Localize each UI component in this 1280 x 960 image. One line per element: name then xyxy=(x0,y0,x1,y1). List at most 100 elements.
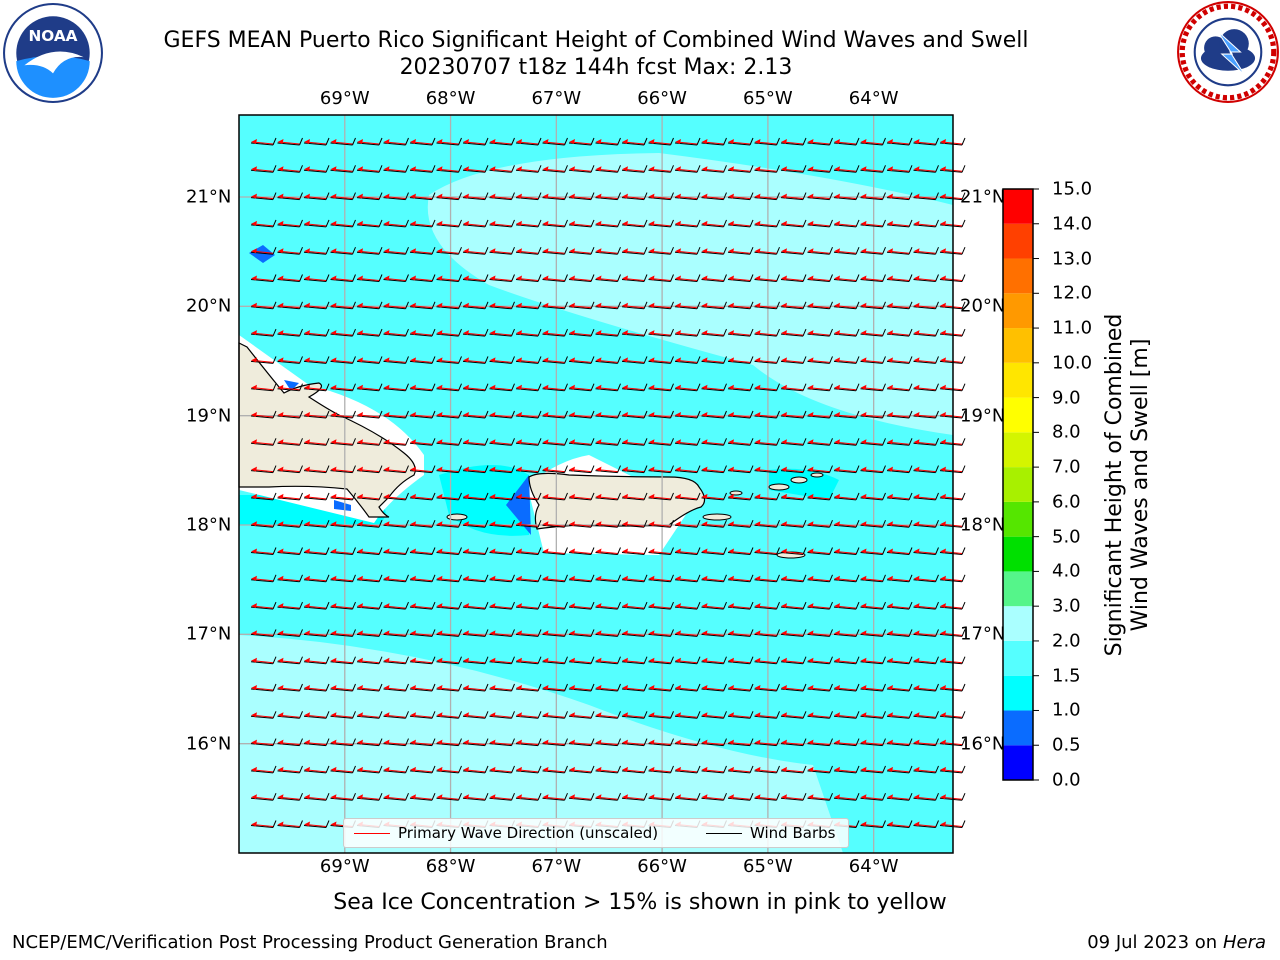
wind-barb-flag xyxy=(564,547,568,555)
wave-direction-arrowhead xyxy=(569,248,575,254)
wave-direction-arrowhead xyxy=(595,575,602,581)
wave-direction-arrow xyxy=(385,278,406,281)
wind-barb-flag xyxy=(537,247,542,255)
wave-direction-arrow xyxy=(358,414,380,418)
wind-barb-flag xyxy=(749,219,754,228)
wave-direction-arrowhead xyxy=(542,166,549,172)
wind-barb-flag xyxy=(325,547,330,555)
wind-barb-flag xyxy=(908,137,913,146)
wind-barb-flag xyxy=(325,137,330,146)
wind-barb-flag xyxy=(431,438,436,446)
wave-direction-arrow xyxy=(279,196,300,200)
wave-direction-arrow xyxy=(491,196,512,200)
wave-direction-arrowhead xyxy=(436,166,443,172)
wind-barb-flag xyxy=(564,328,568,337)
wind-barb-flag xyxy=(590,465,595,473)
wave-direction-arrowhead xyxy=(648,248,655,254)
wave-direction-arrowhead xyxy=(622,439,628,445)
wave-direction-arrow xyxy=(491,332,512,336)
wave-direction-arrow xyxy=(252,332,274,336)
wave-direction-arrowhead xyxy=(542,248,549,254)
wave-direction-arrowhead xyxy=(251,439,257,445)
wave-direction-arrowhead xyxy=(648,302,655,308)
wave-direction-arrow xyxy=(491,223,512,227)
chart-subtitle: 20230707 t18z 144h fcst Max: 2.13 xyxy=(399,55,793,80)
wind-barb-flag xyxy=(961,219,966,228)
wave-direction-arrow xyxy=(358,332,380,336)
wave-direction-arrow xyxy=(438,278,459,281)
wind-barb-flag xyxy=(643,356,648,364)
wave-direction-arrowhead xyxy=(383,412,390,417)
wave-direction-arrowhead xyxy=(940,193,946,199)
longitude-tick-top: 67°W xyxy=(531,88,582,109)
wind-barb-flag xyxy=(272,574,277,582)
wave-direction-arrowhead xyxy=(648,384,655,390)
wave-direction-arrowhead xyxy=(675,275,681,281)
wind-barb-flag xyxy=(405,547,409,555)
wind-barb-flag xyxy=(935,301,939,309)
wind-barb-flag xyxy=(458,192,462,200)
wave-direction-arrowhead xyxy=(383,193,390,199)
wind-barb-flag xyxy=(670,247,674,255)
wave-direction-arrowhead xyxy=(754,603,761,609)
colorbar-tick-label: 12.0 xyxy=(1052,282,1093,304)
wave-direction-arrowhead xyxy=(489,330,496,336)
wave-direction-arrowhead xyxy=(463,384,469,390)
wind-barb-flag xyxy=(511,356,515,364)
wind-barb-flag xyxy=(299,383,303,391)
wave-direction-arrowhead xyxy=(542,548,549,554)
wave-direction-arrowhead xyxy=(622,548,628,554)
wind-barb-flag xyxy=(961,137,966,146)
wave-direction-arrow xyxy=(491,551,512,554)
wave-direction-arrow xyxy=(411,551,433,554)
wind-barb-flag xyxy=(882,547,886,555)
wave-direction-arrowhead xyxy=(887,166,893,172)
colorbar-title-line1: Significant Height of Combined xyxy=(1102,313,1127,657)
wind-barb-flag xyxy=(802,492,807,501)
wave-direction-arrowhead xyxy=(489,384,496,390)
longitude-tick-bottom: 65°W xyxy=(743,856,793,877)
wind-barb-flag xyxy=(670,192,674,200)
colorbar-swatch xyxy=(1003,362,1033,398)
wave-direction-arrow xyxy=(279,578,300,582)
wind-barb-flag xyxy=(696,601,701,610)
wind-barb-flag xyxy=(855,383,860,391)
wind-barb-flag xyxy=(272,438,277,446)
wave-direction-arrowhead xyxy=(410,302,416,308)
wave-direction-arrowhead xyxy=(807,302,814,308)
wind-barb-flag xyxy=(617,192,621,200)
wind-barb-flag xyxy=(643,438,648,446)
wave-direction-arrowhead xyxy=(410,548,416,554)
wave-direction-arrow xyxy=(279,250,300,254)
wave-direction-arrowhead xyxy=(913,603,920,609)
wave-direction-line-icon xyxy=(354,832,390,834)
wave-direction-arrowhead xyxy=(648,521,655,527)
wave-direction-arrowhead xyxy=(675,302,681,308)
wind-barb-flag xyxy=(299,137,303,146)
colorbar-tick-label: 9.0 xyxy=(1052,387,1081,409)
wave-direction-arrowhead xyxy=(940,357,946,363)
wind-barb-flag xyxy=(829,520,833,528)
wave-direction-arrowhead xyxy=(807,575,814,581)
wave-direction-arrowhead xyxy=(595,302,602,308)
wave-direction-arrow xyxy=(411,141,433,145)
wave-direction-arrowhead xyxy=(781,330,787,336)
wind-barb-flag xyxy=(272,520,277,528)
wave-direction-arrowhead xyxy=(463,166,469,172)
wind-barb-flag xyxy=(855,356,860,364)
wind-barb-flag xyxy=(431,356,436,364)
wave-direction-arrow xyxy=(358,359,380,363)
wave-direction-arrowhead xyxy=(913,330,920,336)
wave-direction-arrowhead xyxy=(330,330,337,336)
wave-direction-arrow xyxy=(358,605,380,609)
wave-direction-arrow xyxy=(332,496,353,500)
wave-direction-arrowhead xyxy=(357,248,363,254)
wave-direction-arrow xyxy=(358,250,380,254)
wave-direction-arrowhead xyxy=(251,521,257,527)
wave-direction-arrowhead xyxy=(887,466,893,472)
wave-direction-arrow xyxy=(385,523,406,527)
wave-direction-arrowhead xyxy=(489,357,496,363)
wave-direction-arrow xyxy=(438,168,459,172)
wave-direction-arrow xyxy=(358,469,380,473)
wave-direction-arrowhead xyxy=(251,384,257,390)
